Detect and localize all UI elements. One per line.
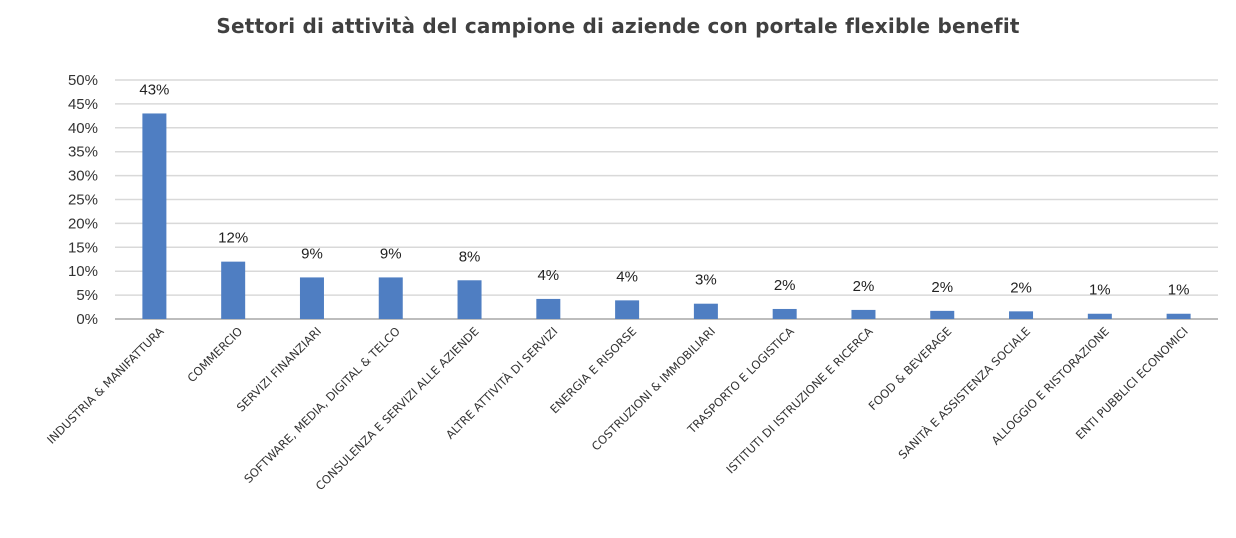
bar — [851, 309, 876, 319]
y-tick-label: 30% — [68, 168, 98, 185]
bar — [615, 300, 640, 319]
y-tick-label: 40% — [68, 120, 98, 137]
bar — [142, 113, 167, 320]
y-tick-label: 10% — [68, 263, 98, 280]
y-tick-label: 15% — [68, 239, 98, 256]
data-label: 1% — [1168, 282, 1190, 299]
data-label: 2% — [931, 279, 953, 296]
bar — [457, 280, 482, 319]
x-category-label: ENERGIA E RISORSE — [547, 324, 639, 416]
x-category-label: FOOD & BEVERAGE — [866, 324, 955, 413]
bar — [299, 277, 324, 319]
data-label: 2% — [853, 278, 875, 295]
data-label: 4% — [616, 268, 638, 285]
data-label: 12% — [218, 230, 248, 247]
x-category-label: COSTRUZIONI & IMMOBILIARI — [589, 324, 718, 453]
y-tick-label: 20% — [68, 215, 98, 232]
data-label: 1% — [1089, 282, 1111, 299]
x-category-label: ISTITUTI DI ISTRUZIONE E RICERCA — [723, 324, 875, 476]
data-label: 2% — [1010, 279, 1032, 296]
bar — [536, 298, 561, 319]
bar — [1166, 313, 1191, 319]
bar — [221, 261, 246, 319]
y-tick-label: 45% — [68, 96, 98, 113]
bar — [693, 303, 718, 319]
data-label: 2% — [774, 277, 796, 294]
y-tick-label: 5% — [76, 287, 98, 304]
bar — [378, 277, 403, 319]
data-label: 4% — [537, 267, 559, 284]
data-label: 3% — [695, 272, 717, 289]
x-category-label: SANITÀ E ASSISTENZA SOCIALE — [895, 324, 1033, 462]
chart-title: Settori di attività del campione di azie… — [216, 14, 1020, 38]
bar — [1087, 313, 1112, 319]
bar — [930, 310, 955, 319]
bar — [772, 308, 797, 319]
data-label: 9% — [380, 245, 402, 262]
y-tick-label: 50% — [68, 72, 98, 89]
data-label: 43% — [139, 81, 169, 98]
data-label: 9% — [301, 245, 323, 262]
bar — [1009, 311, 1034, 319]
y-tick-label: 35% — [68, 144, 98, 161]
x-category-label: SOFTWARE, MEDIA, DIGITAL & TELCO — [241, 324, 403, 486]
x-category-label: INDUSTRIA & MANIFATTURA — [44, 324, 166, 446]
data-label: 8% — [459, 248, 481, 265]
x-category-label: SERVIZI FINANZIARI — [234, 324, 324, 414]
x-category-label: CONSULENZA E SERVIZI ALLE AZIENDE — [313, 324, 482, 493]
y-tick-label: 0% — [76, 311, 98, 328]
x-category-label: COMMERCIO — [184, 324, 245, 385]
y-tick-label: 25% — [68, 192, 98, 209]
